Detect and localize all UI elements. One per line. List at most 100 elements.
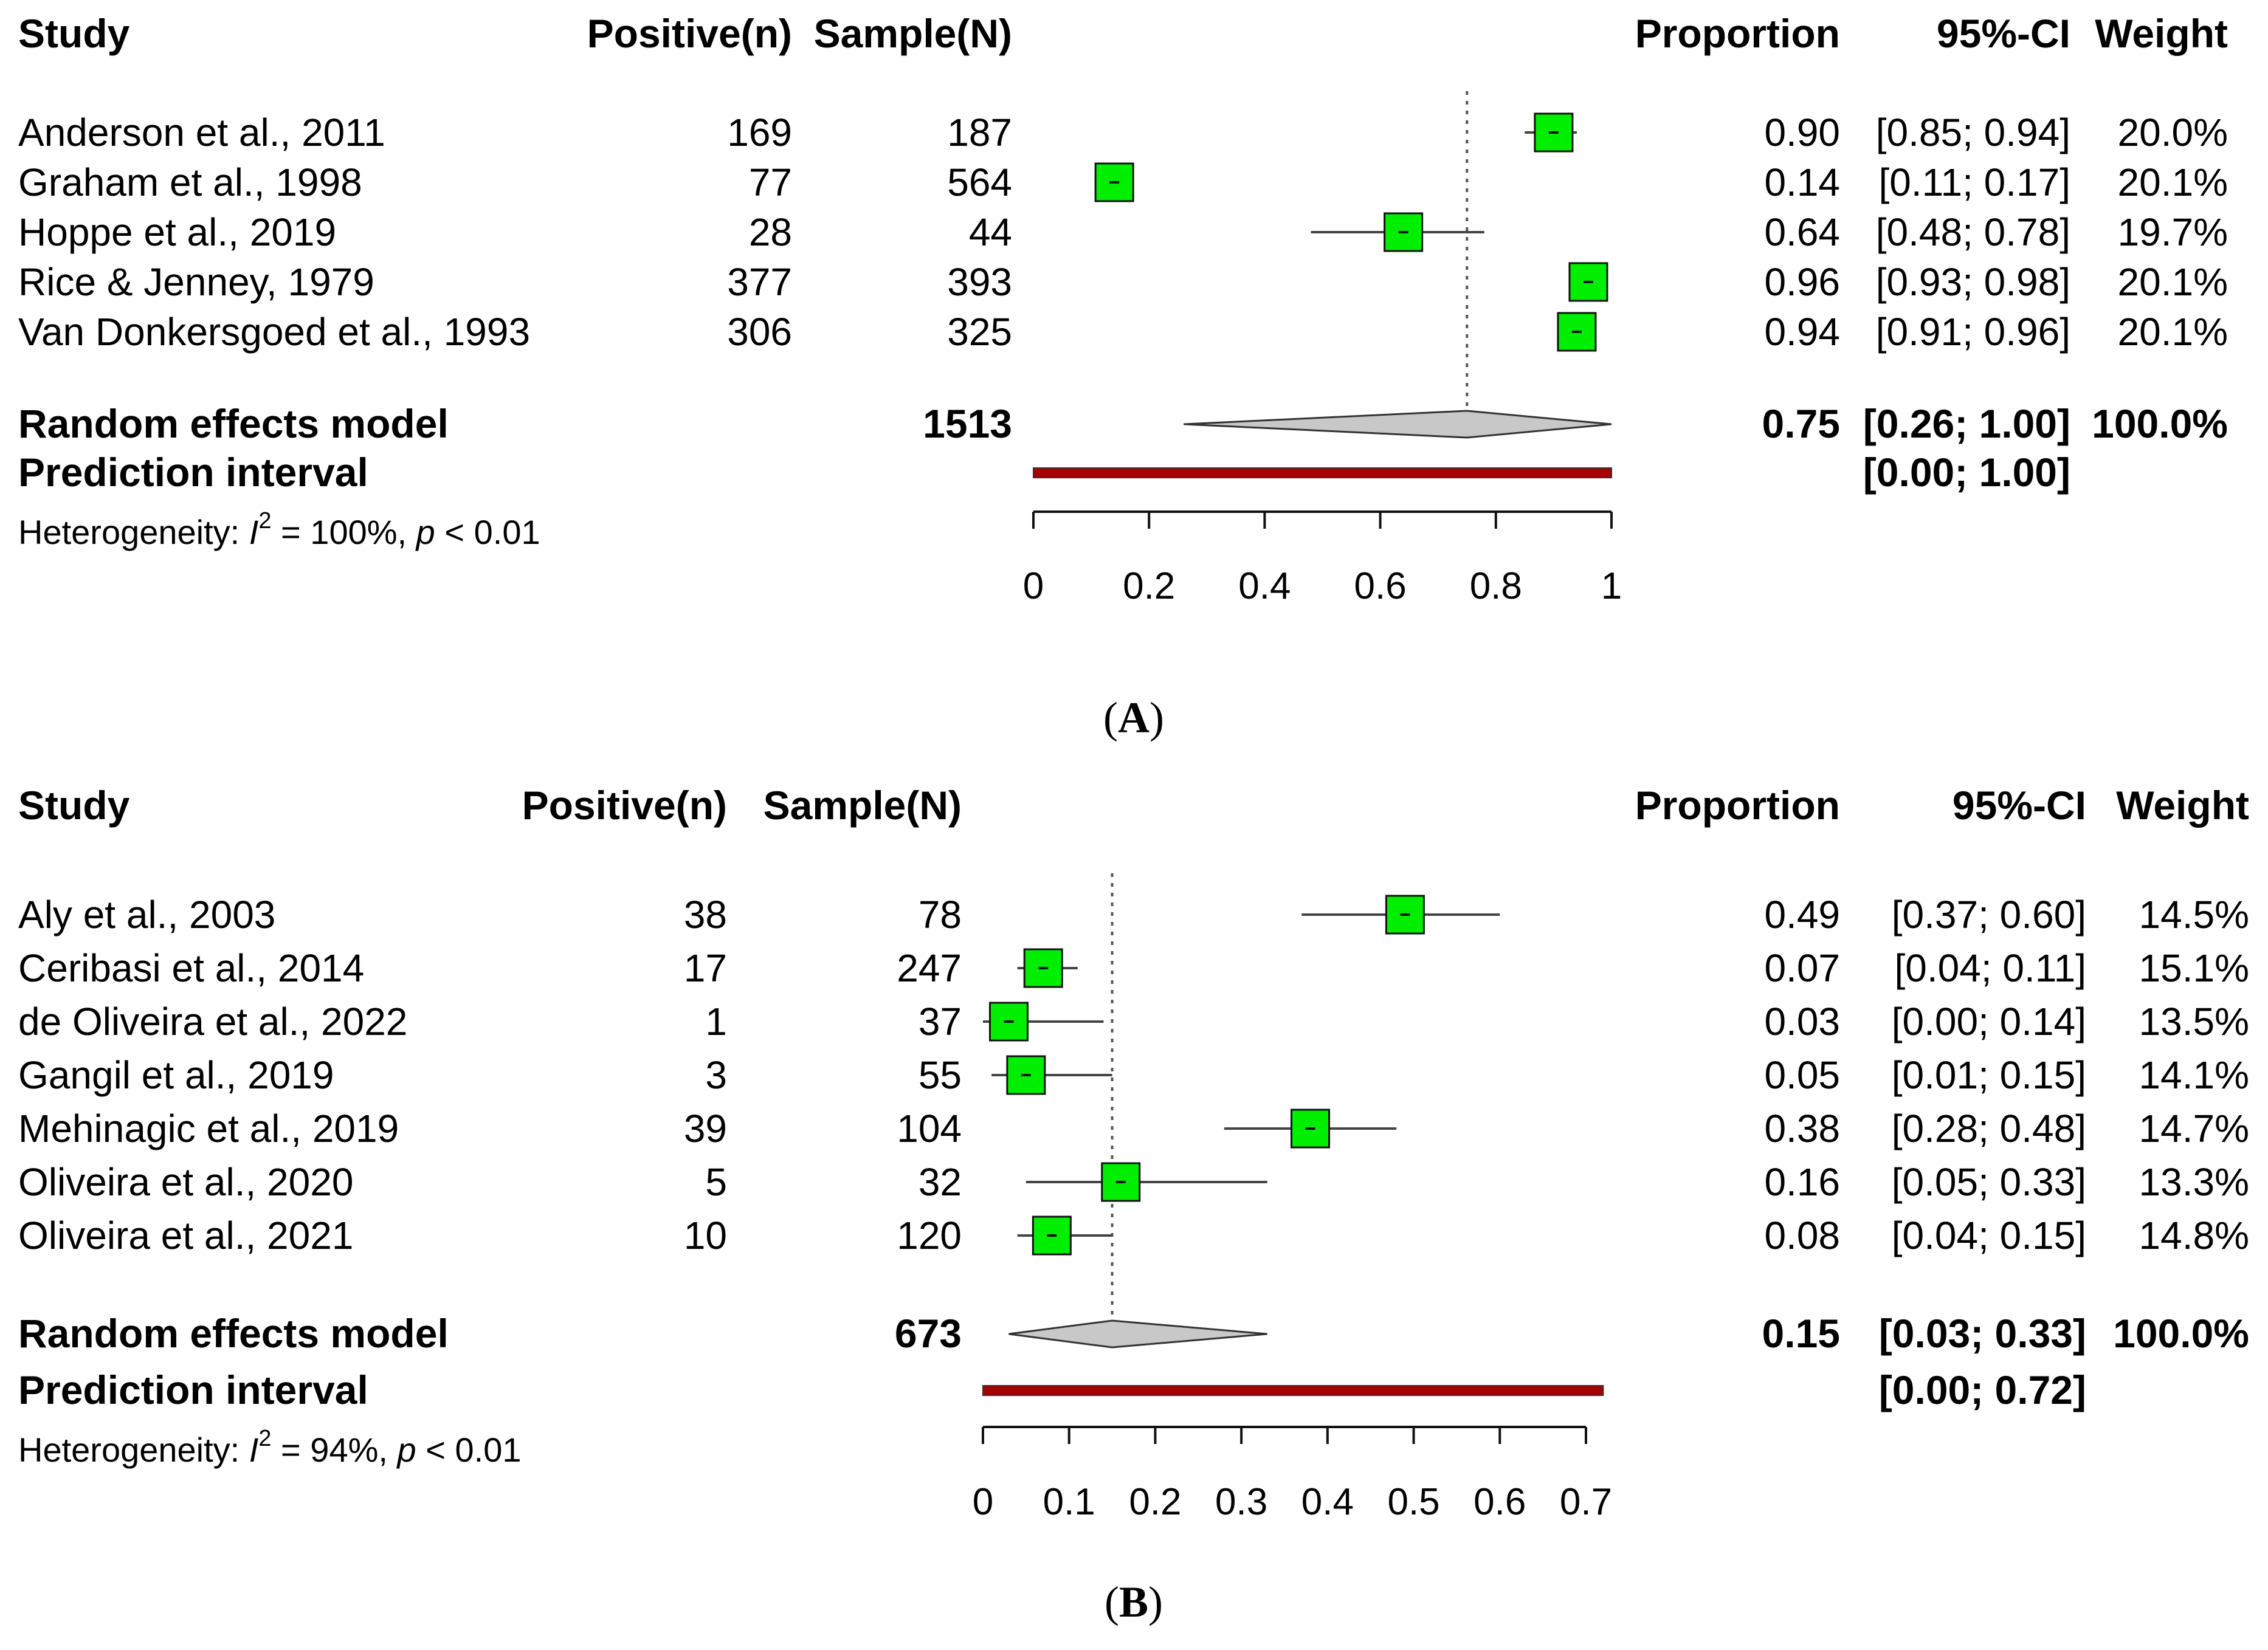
- header-positive: Positive(n): [587, 11, 792, 56]
- x-tick-label: 0.1: [1043, 1481, 1095, 1523]
- study-name: Oliveira et al., 2020: [18, 1160, 353, 1204]
- caption-label: B: [1119, 1578, 1148, 1626]
- x-tick-label: 0.2: [1123, 565, 1175, 607]
- study-positive: 3: [705, 1053, 727, 1097]
- header-sample: Sample(N): [763, 783, 962, 828]
- study-proportion: 0.38: [1764, 1107, 1840, 1150]
- study-weight: 13.3%: [2139, 1160, 2249, 1204]
- study-positive: 5: [705, 1160, 727, 1204]
- study-weight: 20.1%: [2118, 310, 2228, 354]
- heterogeneity-p: p: [396, 1431, 416, 1469]
- study-ci: [0.00; 0.14]: [1892, 1000, 2086, 1043]
- study-positive: 39: [684, 1107, 727, 1150]
- prediction-interval-ci: [0.00; 0.72]: [1879, 1367, 2086, 1412]
- study-sample: 564: [947, 160, 1012, 204]
- random-effects-ci: [0.03; 0.33]: [1879, 1311, 2086, 1356]
- study-name: Oliveira et al., 2021: [18, 1214, 353, 1257]
- heterogeneity-suffix: < 0.01: [435, 513, 540, 551]
- study-proportion: 0.05: [1764, 1053, 1840, 1097]
- heterogeneity-i: I: [249, 1431, 259, 1469]
- study-proportion: 0.08: [1764, 1214, 1840, 1257]
- study-weight: 15.1%: [2139, 946, 2249, 990]
- study-weight: 14.8%: [2139, 1214, 2249, 1257]
- study-proportion: 0.14: [1764, 160, 1840, 204]
- study-positive: 169: [727, 111, 792, 154]
- study-ci: [0.93; 0.98]: [1876, 260, 2070, 304]
- heterogeneity-p: p: [415, 513, 435, 551]
- study-sample: 55: [919, 1053, 962, 1097]
- heterogeneity-prefix: Heterogeneity:: [18, 513, 249, 551]
- header-study: Study: [18, 783, 130, 828]
- x-tick-label: 1: [1601, 565, 1622, 607]
- study-ci: [0.37; 0.60]: [1892, 893, 2086, 937]
- study-positive: 1: [705, 1000, 727, 1043]
- study-positive: 377: [727, 260, 792, 304]
- study-ci: [0.28; 0.48]: [1892, 1107, 2086, 1150]
- x-tick-label: 0.4: [1238, 565, 1291, 607]
- random-effects-proportion: 0.75: [1762, 401, 1840, 446]
- study-sample: 37: [919, 1000, 962, 1043]
- random-effects-weight: 100.0%: [2092, 401, 2228, 446]
- study-proportion: 0.49: [1764, 893, 1840, 937]
- random-effects-weight: 100.0%: [2113, 1311, 2249, 1356]
- heterogeneity-text: Heterogeneity: I2 = 100%, p < 0.01: [18, 508, 540, 551]
- study-name: Anderson et al., 2011: [18, 111, 385, 154]
- header-positive: Positive(n): [522, 783, 727, 828]
- panel-caption: (A): [1103, 693, 1164, 742]
- study-weight: 19.7%: [2118, 210, 2228, 254]
- study-positive: 17: [684, 946, 727, 990]
- header-ci: 95%-CI: [1953, 783, 2086, 828]
- study-ci: [0.01; 0.15]: [1892, 1053, 2086, 1097]
- x-tick-label: 0.3: [1215, 1481, 1267, 1523]
- study-ci: [0.85; 0.94]: [1876, 111, 2070, 154]
- prediction-interval-bar: [1033, 467, 1612, 478]
- random-effects-ci: [0.26; 1.00]: [1863, 401, 2070, 446]
- study-sample: 78: [919, 893, 962, 937]
- heterogeneity-sup: 2: [258, 1426, 271, 1451]
- heterogeneity-mid: = 94%,: [271, 1431, 397, 1469]
- pooled-diamond: [1008, 1319, 1267, 1349]
- x-tick-label: 0.6: [1354, 565, 1406, 607]
- study-ci: [0.04; 0.11]: [1895, 946, 2087, 990]
- prediction-interval-label: Prediction interval: [18, 1367, 368, 1412]
- panel-caption: (B): [1105, 1578, 1163, 1626]
- study-positive: 306: [727, 310, 792, 354]
- prediction-interval-label: Prediction interval: [18, 450, 368, 495]
- x-tick-label: 0.6: [1474, 1481, 1526, 1523]
- study-ci: [0.11; 0.17]: [1879, 160, 2071, 204]
- study-sample: 325: [947, 310, 1012, 354]
- study-name: Aly et al., 2003: [18, 893, 275, 937]
- study-positive: 10: [684, 1214, 727, 1257]
- header-proportion: Proportion: [1635, 783, 1840, 828]
- caption-open-paren: (: [1105, 1578, 1119, 1626]
- study-name: Rice & Jenney, 1979: [18, 260, 374, 304]
- study-positive: 38: [684, 893, 727, 937]
- study-sample: 187: [947, 111, 1012, 154]
- study-name: Mehinagic et al., 2019: [18, 1107, 399, 1150]
- study-sample: 32: [919, 1160, 962, 1204]
- random-effects-sample: 1513: [923, 401, 1012, 446]
- study-proportion: 0.07: [1764, 946, 1840, 990]
- header-study: Study: [18, 11, 130, 56]
- study-proportion: 0.90: [1764, 111, 1840, 154]
- study-proportion: 0.16: [1764, 1160, 1840, 1204]
- x-tick-label: 0.5: [1387, 1481, 1439, 1523]
- random-effects-label: Random effects model: [18, 401, 449, 446]
- study-proportion: 0.64: [1764, 210, 1840, 254]
- study-name: Van Donkersgoed et al., 1993: [18, 310, 530, 354]
- study-sample: 104: [897, 1107, 962, 1150]
- study-ci: [0.48; 0.78]: [1876, 210, 2070, 254]
- random-effects-proportion: 0.15: [1762, 1311, 1840, 1356]
- study-weight: 20.1%: [2118, 160, 2228, 204]
- header-ci: 95%-CI: [1937, 11, 2070, 56]
- study-sample: 247: [897, 946, 962, 990]
- study-weight: 14.5%: [2139, 893, 2249, 937]
- heterogeneity-sup: 2: [258, 508, 271, 534]
- x-tick-label: 0.7: [1560, 1481, 1612, 1523]
- study-weight: 20.1%: [2118, 260, 2228, 304]
- heterogeneity-suffix: < 0.01: [416, 1431, 522, 1469]
- caption-close-paren: ): [1148, 1578, 1163, 1626]
- study-box-marker: [1385, 895, 1425, 935]
